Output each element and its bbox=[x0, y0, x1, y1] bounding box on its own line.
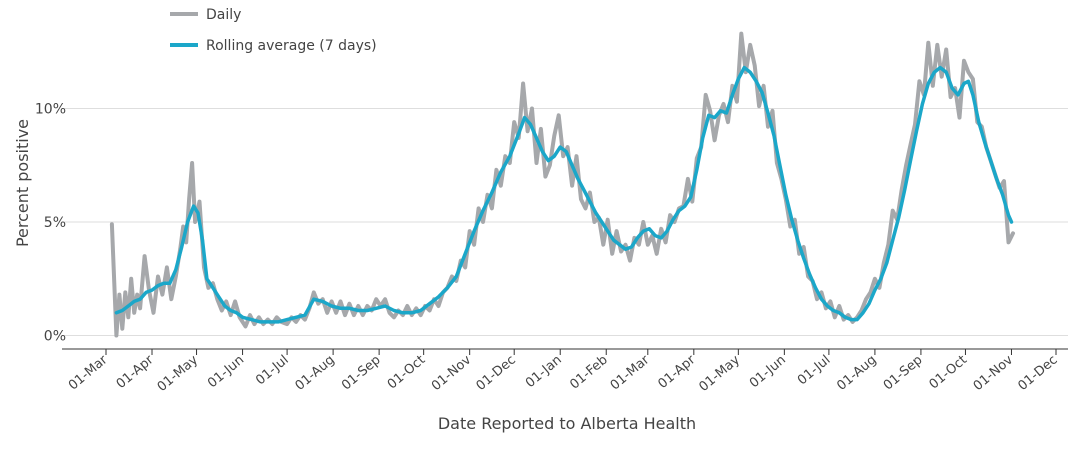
legend-label-0: Daily bbox=[206, 7, 241, 23]
x-tick-label: 01-Dec bbox=[474, 353, 519, 394]
x-tick-label: 01-Aug bbox=[293, 353, 338, 394]
x-tick-label: 01-Jun bbox=[205, 353, 247, 392]
y-axis: 0% 5% 10% bbox=[35, 102, 66, 345]
x-tick-label: 01-Sep bbox=[339, 353, 384, 394]
x-tick-label: 01-Sep bbox=[881, 353, 926, 394]
x-axis-title: Date Reported to Alberta Health bbox=[438, 414, 696, 433]
legend: Daily Rolling average (7 days) bbox=[170, 7, 377, 54]
x-tick-label: 01-Nov bbox=[971, 352, 1017, 394]
gridlines bbox=[62, 108, 1068, 336]
x-tick-label: 01-Mar bbox=[66, 352, 111, 393]
x-tick-label: 01-Oct bbox=[385, 353, 428, 393]
x-tick-label: 01-Mar bbox=[608, 352, 653, 393]
x-tick-label: 01-Jun bbox=[747, 353, 789, 392]
y-tick-label: 5% bbox=[44, 215, 66, 231]
x-tick-label: 01-Feb bbox=[567, 353, 611, 393]
x-tick-label: 01-Aug bbox=[834, 353, 879, 394]
x-tick-label: 01-Apr bbox=[655, 352, 698, 392]
y-tick-label: 10% bbox=[35, 102, 66, 118]
series-group bbox=[109, 31, 1015, 338]
x-tick-label: 01-Jan bbox=[523, 353, 565, 391]
legend-label-1: Rolling average (7 days) bbox=[206, 38, 377, 54]
x-tick-label: 01-May bbox=[155, 352, 202, 395]
daily-series-line bbox=[109, 31, 1015, 338]
y-tick-label: 0% bbox=[44, 329, 66, 345]
x-tick-label: 01-Apr bbox=[114, 352, 157, 392]
x-tick-label: 01-May bbox=[696, 352, 743, 395]
rolling-average-series-line bbox=[114, 65, 1014, 324]
x-tick-label: 01-Nov bbox=[429, 352, 475, 394]
x-tick-label: 01-Oct bbox=[927, 353, 970, 393]
x-tick-label: 01-Jul bbox=[795, 353, 833, 389]
x-tick-label: 01-Dec bbox=[1015, 353, 1060, 394]
y-axis-title: Percent positive bbox=[13, 119, 32, 247]
x-tick-label: 01-Jul bbox=[253, 353, 291, 389]
